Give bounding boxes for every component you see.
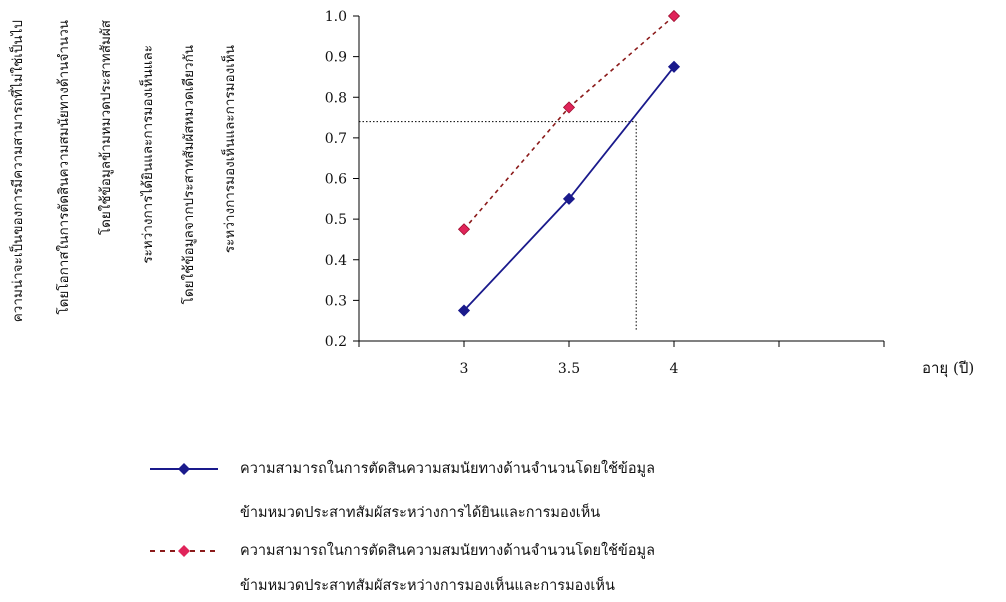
y-tick-label: 0.9: [325, 50, 347, 66]
legend-label: ความสามารถในการตัดสินความสมนัยทางด้านจำน…: [240, 460, 655, 477]
chart-axes: [358, 16, 884, 342]
y-tick-label: 0.6: [325, 172, 347, 188]
data-point-marker: [457, 304, 471, 317]
y-tick-label: 0.5: [325, 212, 347, 228]
x-axis-label: อายุ (ปี): [922, 359, 975, 377]
y-tick-label: 0.3: [325, 293, 347, 309]
data-point-marker: [562, 101, 576, 114]
y-tick-label: 0.2: [325, 334, 347, 350]
y-axis-label-line: ระหว่างการได้ยินและการมองเห็นและ: [140, 45, 156, 264]
axis-ticks: 0.2 0.3 0.4 0.5 0.6 0.7 0.8 0.9 1.0 3 3.5 4: [325, 9, 885, 377]
y-tick-label: 1.0: [325, 9, 347, 25]
y-axis-label-line: โดยใช้ข้อมูลจากประสาทสัมผัสหมวดเดียวกัน: [181, 45, 197, 305]
legend-label: ความสามารถในการตัดสินความสมนัยทางด้านจำน…: [240, 542, 655, 559]
legend-swatch-solid: [150, 463, 218, 475]
y-axis-label-line: โดยโอกาสในการตัดสินความสมนัยทางด้านจำนวน: [56, 20, 72, 315]
series-layer: [457, 9, 681, 317]
y-tick-label: 0.4: [325, 253, 347, 269]
data-point-marker: [667, 60, 681, 73]
data-point-marker: [667, 9, 681, 23]
x-tick-label: 3: [460, 361, 469, 377]
legend-item-dashed: ความสามารถในการตัดสินความสมนัยทางด้านจำน…: [150, 542, 655, 560]
legend-label-continued: ข้ามหมวดประสาทสัมผัสระหว่างการมองเห็นและ…: [240, 578, 615, 594]
legend-item-solid: ความสามารถในการตัดสินความสมนัยทางด้านจำน…: [150, 460, 655, 478]
legend-label-continued: ข้ามหมวดประสาทสัมผัสระหว่างการได้ยินและก…: [240, 505, 601, 521]
y-axis-label-line: ความน่าจะเป็นของการมีความสามารถที่ไม่ใช่…: [10, 20, 26, 323]
data-point-marker: [562, 192, 576, 205]
legend-swatch-dashed: [150, 545, 218, 557]
x-tick-label: 3.5: [558, 361, 580, 377]
reference-lines: [359, 121, 637, 331]
y-tick-label: 0.8: [325, 90, 347, 106]
y-axis-label-line: ระหว่างการมองเห็นและการมองเห็น: [222, 45, 238, 254]
data-point-marker: [457, 223, 471, 236]
y-axis-label-line: โดยใช้ข้อมูลข้ามหมวดประสาทสัมผัส: [98, 20, 114, 236]
y-tick-label: 0.7: [325, 131, 347, 147]
x-tick-label: 4: [670, 361, 679, 377]
